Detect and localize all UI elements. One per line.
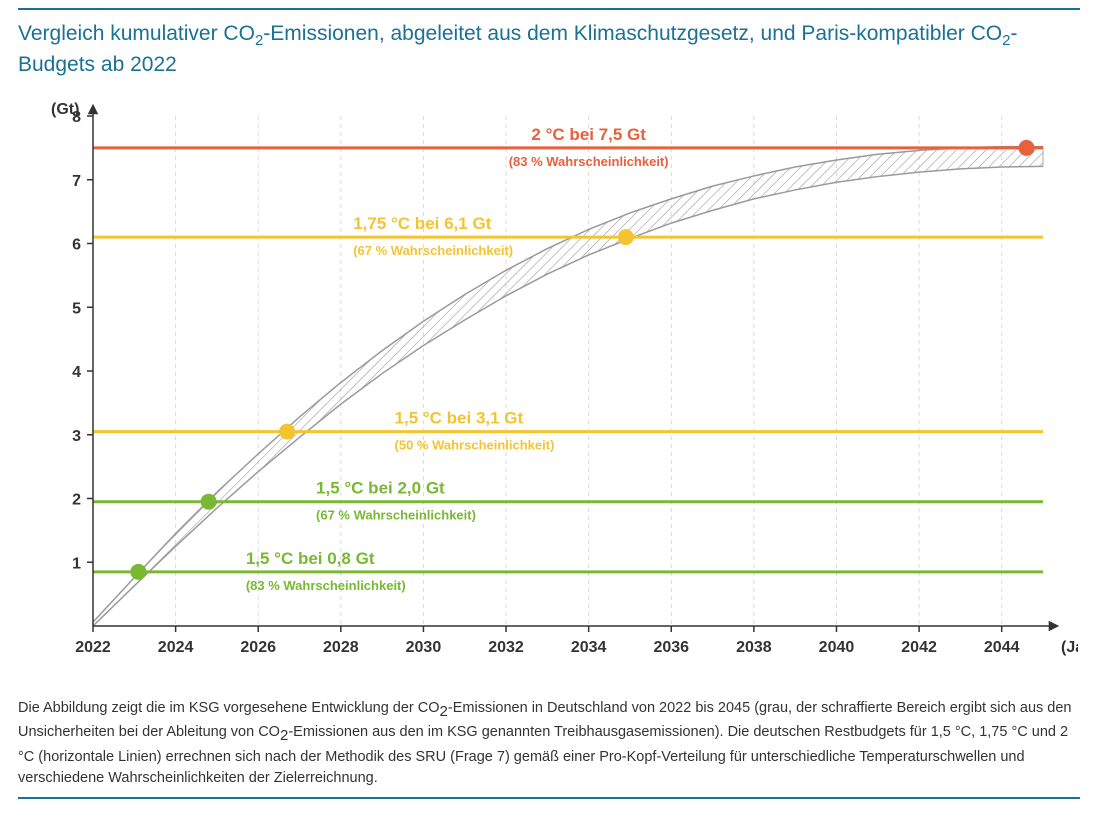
threshold-marker-1: [201, 493, 217, 509]
xtick-label: 2022: [75, 639, 111, 656]
threshold-marker-2: [279, 423, 295, 439]
ytick-label: 2: [72, 491, 81, 508]
cap-sub-1: 2: [440, 703, 448, 720]
ytick-label: 5: [72, 300, 81, 317]
title-seg-0: Vergleich kumulativer CO: [18, 22, 255, 45]
chart-title: Vergleich kumulativer CO2-Emissionen, ab…: [18, 20, 1080, 80]
threshold-label-1: 1,5 °C bei 2,0 Gt: [316, 478, 445, 497]
xtick-label: 2040: [819, 639, 855, 656]
chart-caption: Die Abbildung zeigt die im KSG vorgesehe…: [18, 698, 1080, 789]
bottom-rule: [18, 797, 1080, 799]
top-rule: [18, 8, 1080, 10]
threshold-marker-4: [1018, 140, 1034, 156]
chart-area: 1,5 °C bei 0,8 Gt (83 % Wahrscheinlichkei…: [18, 98, 1078, 688]
threshold-sublabel-0: (83 % Wahrscheinlichkeit): [246, 578, 406, 593]
ytick-label: 6: [72, 236, 81, 253]
band-upper-edge: [93, 146, 1043, 622]
uncertainty-band: [93, 146, 1043, 625]
xtick-label: 2038: [736, 639, 772, 656]
xtick-label: 2024: [158, 639, 194, 656]
threshold-label-0: 1,5 °C bei 0,8 Gt: [246, 549, 375, 568]
xtick-label: 2044: [984, 639, 1020, 656]
ytick-label: 3: [72, 428, 81, 445]
threshold-label-2: 1,5 °C bei 3,1 Gt: [395, 408, 524, 427]
xtick-label: 2028: [323, 639, 359, 656]
xtick-label: 2030: [406, 639, 442, 656]
y-axis-title: (Gt): [51, 101, 79, 118]
title-seg-2: -Emissionen, abgeleitet aus dem Klimasch…: [263, 22, 1002, 45]
threshold-sublabel-1: (67 % Wahrscheinlichkeit): [316, 507, 476, 522]
threshold-label-3: 1,75 °C bei 6,1 Gt: [353, 214, 491, 233]
xtick-label: 2026: [240, 639, 276, 656]
xtick-label: 2032: [488, 639, 524, 656]
threshold-marker-3: [618, 229, 634, 245]
xtick-label: 2036: [653, 639, 689, 656]
threshold-marker-0: [130, 564, 146, 580]
ytick-label: 1: [72, 555, 81, 572]
cap-seg-0: Die Abbildung zeigt die im KSG vorgesehe…: [18, 700, 440, 716]
threshold-sublabel-3: (67 % Wahrscheinlichkeit): [353, 243, 513, 258]
threshold-sublabel-2: (50 % Wahrscheinlichkeit): [395, 437, 555, 452]
chart-svg: 1,5 °C bei 0,8 Gt (83 % Wahrscheinlichkei…: [18, 98, 1078, 688]
xtick-label: 2042: [901, 639, 937, 656]
band-lower-edge: [93, 166, 1043, 626]
x-axis-title: (Jahr): [1061, 639, 1078, 656]
threshold-sublabel-4: (83 % Wahrscheinlichkeit): [509, 154, 669, 169]
xtick-label: 2034: [571, 639, 607, 656]
threshold-label-4: 2 °C bei 7,5 Gt: [531, 125, 646, 144]
ytick-label: 4: [72, 364, 81, 381]
ytick-label: 7: [72, 173, 81, 190]
